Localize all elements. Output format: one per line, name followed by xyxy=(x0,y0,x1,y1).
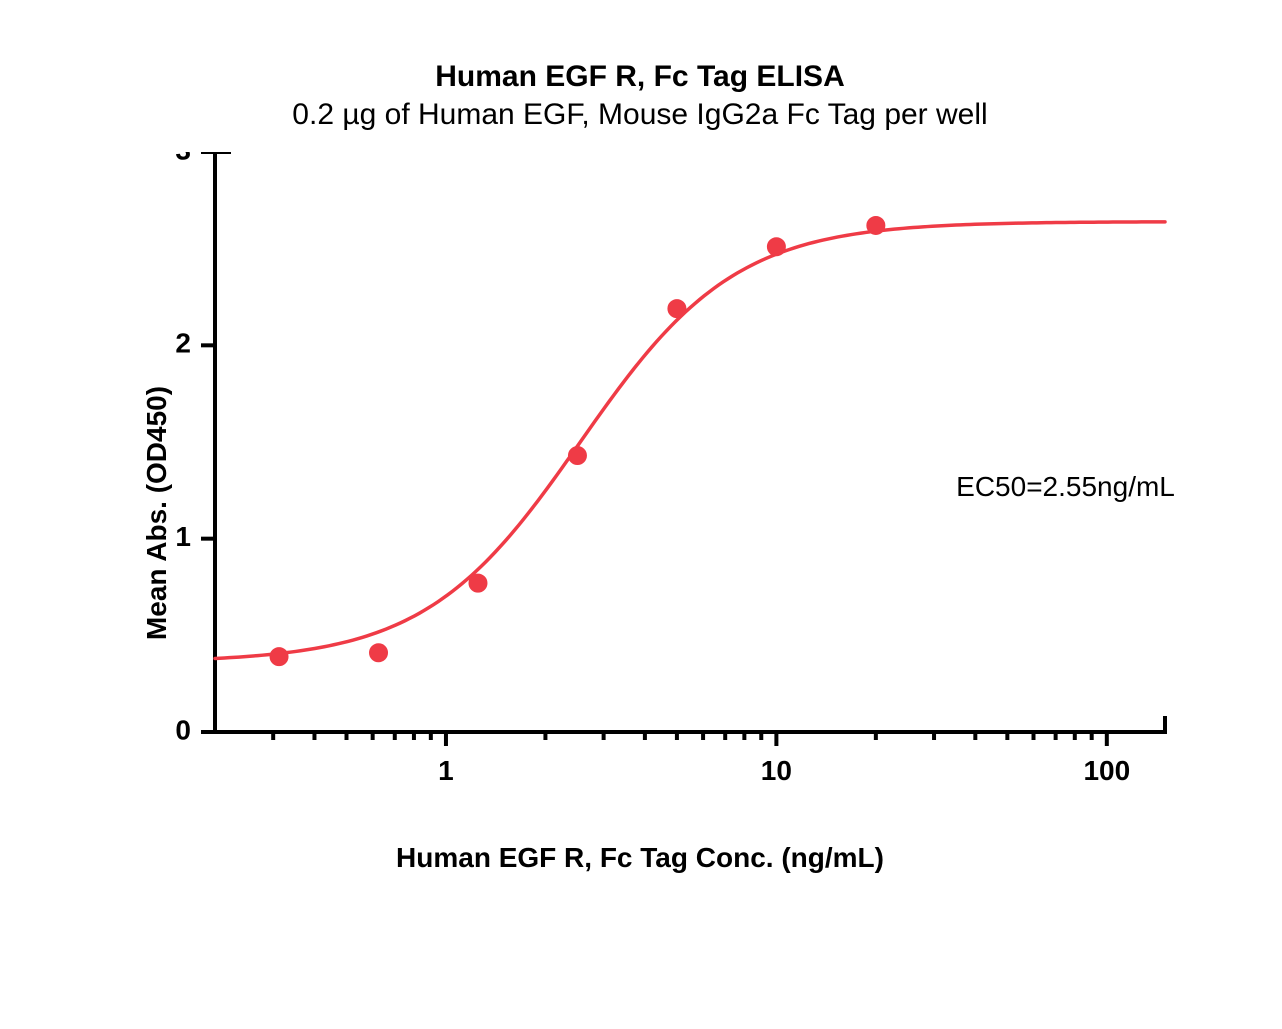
ec50-annotation: EC50=2.55ng/mL xyxy=(956,471,1175,503)
svg-text:2: 2 xyxy=(175,328,191,359)
svg-text:3: 3 xyxy=(175,152,191,165)
chart-title-main: Human EGF R, Fc Tag ELISA xyxy=(60,60,1220,94)
svg-text:10: 10 xyxy=(761,755,792,786)
y-axis-label: Mean Abs. (OD450) xyxy=(141,386,173,640)
svg-text:0: 0 xyxy=(175,714,191,745)
x-axis-label: Human EGF R, Fc Tag Conc. (ng/mL) xyxy=(60,842,1220,874)
chart-title-sub: 0.2 µg of Human EGF, Mouse IgG2a Fc Tag … xyxy=(60,98,1220,132)
plot-area: Mean Abs. (OD450) 0 1 2 3 1 10 100 EC50=2.55ng… xyxy=(60,152,1220,874)
chart-container: Human EGF R, Fc Tag ELISA 0.2 µg of Huma… xyxy=(60,60,1220,960)
svg-text:1: 1 xyxy=(175,521,191,552)
svg-text:1: 1 xyxy=(438,755,454,786)
svg-text:100: 100 xyxy=(1083,755,1130,786)
title-block: Human EGF R, Fc Tag ELISA 0.2 µg of Huma… xyxy=(60,60,1220,132)
